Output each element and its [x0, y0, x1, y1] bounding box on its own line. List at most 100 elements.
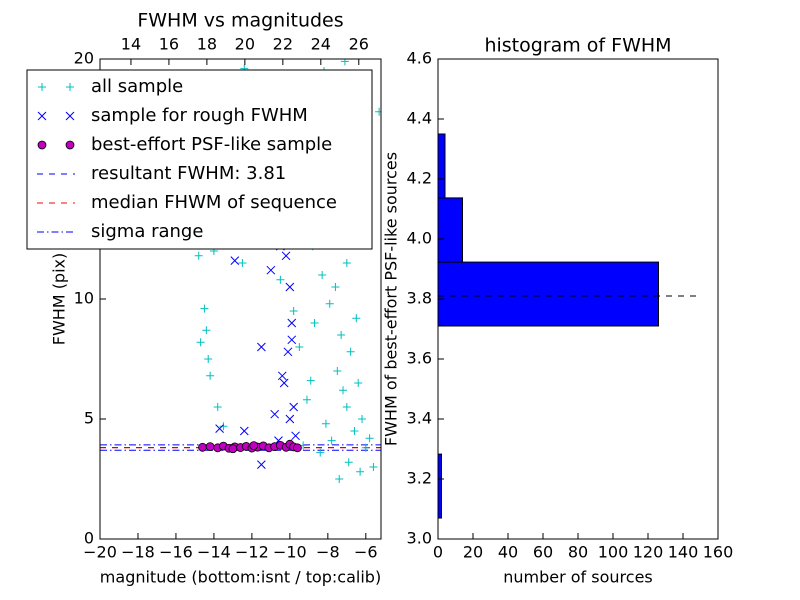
y-tick-label: 20	[74, 49, 94, 68]
x-tick-label: 80	[568, 543, 588, 562]
y-tick-label: 10	[74, 289, 94, 308]
marker-plus	[295, 343, 304, 351]
marker-x	[257, 342, 266, 352]
marker-plus	[219, 422, 228, 431]
marker-plus	[306, 376, 315, 385]
plot-area-left	[100, 59, 381, 483]
marker-plus	[346, 347, 355, 356]
x-tick-label: −8	[316, 543, 340, 562]
marker-x	[287, 335, 297, 345]
y-axis-label: FWHM (pix)	[50, 253, 69, 346]
marker-plus	[318, 271, 327, 279]
chart-title: FWHM vs magnitudes	[137, 10, 343, 32]
marker-x	[283, 347, 293, 357]
marker-plus	[194, 251, 203, 260]
x-tick-label: −20	[83, 543, 117, 562]
x2-tick-label: 18	[197, 35, 217, 54]
x-tick-label: 120	[633, 543, 664, 562]
marker-plus	[276, 275, 285, 284]
y-tick-label: 4.4	[407, 109, 432, 128]
y-tick-label: 5	[84, 409, 94, 428]
x2-tick-label: 20	[235, 35, 255, 54]
marker-x	[266, 265, 276, 275]
marker-plus	[202, 326, 211, 335]
marker-plus	[200, 304, 209, 313]
marker-plus	[340, 59, 349, 66]
marker-x	[279, 378, 289, 388]
marker-plus	[337, 331, 346, 339]
y-tick-label: 3.4	[407, 409, 432, 428]
legend-label: resultant FWHM: 3.81	[91, 163, 286, 184]
axes-layer: −20 −18 −16 −14 −12 −10 −8 −6 14 16 18 20 22 24 26 0 5 10…	[26, 10, 733, 587]
plot-area-right	[437, 133, 698, 519]
marker-plus	[66, 83, 74, 91]
y-tick-label: 3.2	[407, 469, 432, 488]
x-tick-label: 20	[463, 543, 483, 562]
legend-label: best-effort PSF-like sample	[91, 134, 332, 155]
marker-plus	[321, 419, 330, 428]
x-tick-label: −14	[197, 543, 231, 562]
x2-tick-label: 22	[273, 35, 293, 54]
x-tick-label: −18	[121, 543, 155, 562]
x-tick-label: −6	[354, 543, 378, 562]
marker-plus	[361, 443, 370, 452]
marker-plus	[327, 436, 336, 445]
marker-plus	[289, 307, 298, 315]
x-tick-label: 140	[668, 543, 699, 562]
marker-circle	[293, 443, 302, 453]
x-tick-label: 60	[533, 543, 553, 562]
marker-plus	[342, 259, 351, 267]
legend-box	[26, 69, 373, 250]
x2-tick-label: 26	[349, 35, 369, 54]
x-tick-label: −12	[235, 543, 269, 562]
marker-x	[289, 402, 299, 412]
x-axis-label: magnitude (bottom:isnt / top:calib)	[100, 568, 381, 587]
marker-plus	[302, 395, 311, 404]
legend-label: median FHWM of sequence	[91, 192, 337, 213]
y-tick-label: 3.0	[407, 529, 432, 548]
histogram-bar	[437, 453, 442, 519]
histogram-bar	[437, 261, 659, 327]
marker-plus	[331, 283, 340, 291]
marker-circle	[249, 441, 259, 451]
x-tick-label: −16	[159, 543, 193, 562]
x-axis-label: number of sources	[503, 568, 653, 587]
legend-label: all sample	[91, 76, 183, 97]
marker-x	[285, 282, 295, 292]
marker-x	[281, 251, 291, 261]
marker-x	[239, 426, 249, 436]
histogram-bar	[437, 133, 446, 199]
marker-plus	[352, 314, 361, 323]
marker-x	[270, 409, 280, 419]
marker-x	[285, 414, 295, 424]
marker-plus	[350, 427, 359, 435]
marker-x	[291, 431, 300, 441]
marker-plus	[238, 259, 247, 267]
marker-plus	[365, 434, 374, 443]
x-tick-label: 0	[433, 543, 443, 562]
marker-x	[277, 371, 287, 381]
marker-plus	[196, 338, 205, 347]
legend-label: sample for rough FWHM	[91, 105, 308, 126]
y-tick-label: 3.8	[407, 289, 432, 308]
x2-tick-label: 16	[159, 35, 179, 54]
marker-plus	[310, 319, 319, 327]
marker-plus	[375, 107, 381, 116]
marker-circle	[198, 442, 207, 452]
x-tick-label: 40	[498, 543, 518, 562]
x2-tick-label: 24	[311, 35, 331, 54]
marker-circle	[205, 442, 215, 452]
marker-x	[257, 460, 266, 469]
y-tick-label: 4.2	[407, 169, 432, 188]
y-tick-label: 0	[84, 529, 94, 548]
x-tick-label: −10	[273, 543, 307, 562]
marker-plus	[335, 475, 344, 483]
histogram-bar	[437, 197, 463, 263]
marker-plus	[358, 415, 367, 423]
marker-circle	[228, 444, 238, 454]
y-tick-label: 4.0	[407, 229, 432, 248]
marker-plus	[213, 403, 222, 411]
marker-plus	[342, 403, 351, 411]
legend-label: sigma range	[91, 221, 203, 242]
